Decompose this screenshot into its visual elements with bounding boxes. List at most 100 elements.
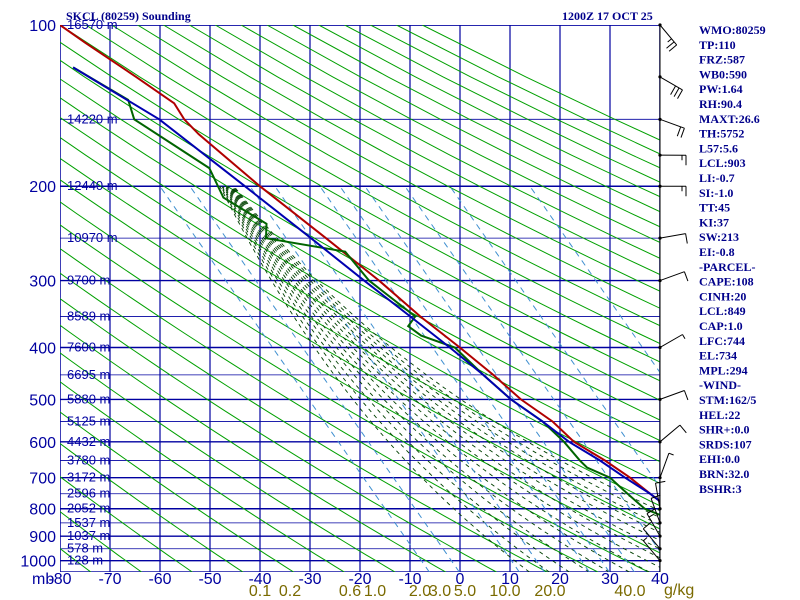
wind-barb-dot [658, 153, 662, 157]
mixing-ratio-line-10.0 [404, 185, 660, 553]
dry-adiabat-0 [60, 224, 649, 572]
index-item: LCL:849 [699, 304, 746, 318]
wind-barb-dot [658, 345, 662, 350]
series-dewpoint [72, 66, 660, 517]
index-item: WMO:80259 [699, 23, 766, 37]
wind-barb-flag [685, 233, 688, 244]
dry-adiabat--70 [60, 411, 294, 572]
height-label: 2596 m [67, 486, 110, 501]
height-label: 10970 m [67, 230, 118, 245]
mixing-ratio-label: 20.0 [534, 583, 565, 600]
moist-adiabat--20 [219, 185, 530, 572]
index-item: SI:-1.0 [699, 186, 733, 200]
wind-barb-flag [683, 390, 689, 401]
moist-adiabat-12 [227, 185, 660, 559]
dry-adiabat--40 [60, 324, 446, 572]
height-label: 2052 m [67, 501, 110, 516]
temperature-label: -30 [298, 571, 321, 588]
wind-barb-flag [650, 494, 661, 499]
height-label: 14220 m [67, 111, 118, 126]
index-item: HEL:22 [699, 408, 740, 422]
index-item: SHR+:0.0 [699, 423, 750, 437]
wind-barb-flag [679, 424, 687, 434]
wind-barb-shaft [659, 334, 683, 348]
mixing-ratio-line-0.2 [189, 185, 460, 572]
pressure-label: 1000 [20, 554, 56, 571]
mixing-ratio-line-2.0 [319, 185, 590, 572]
moist-adiabat-32 [232, 185, 660, 519]
height-label: 12440 m [67, 178, 118, 193]
index-item: LI:-0.7 [699, 171, 735, 185]
temperature-label: -50 [198, 571, 221, 588]
wind-barb-flag [670, 85, 677, 95]
dry-adiabats [60, 25, 660, 572]
temperature-label: -60 [148, 571, 171, 588]
index-item: SRDS:107 [699, 437, 752, 451]
pressure-label: 900 [29, 529, 56, 546]
height-label: 5880 m [67, 391, 110, 406]
mixing-ratio-line-0.6 [249, 185, 520, 572]
moist-adiabat--12 [221, 185, 570, 572]
chart-time: 1200Z 17 OCT 25 [562, 9, 653, 23]
index-item: MPL:294 [699, 363, 748, 377]
wind-barb-850 [650, 494, 662, 525]
wind-barb-shaft [659, 424, 681, 443]
dry-adiabat--90 [60, 476, 193, 572]
grid-lines [60, 25, 660, 572]
wind-barb-flag [666, 41, 675, 49]
index-item: CINH:20 [699, 289, 746, 303]
wind-barb-dot [658, 23, 662, 27]
wind-barb-dot [658, 397, 662, 402]
height-label: 3780 m [67, 452, 110, 467]
height-label: 1537 m [67, 515, 110, 530]
index-item: -WIND- [699, 378, 741, 392]
dry-adiabat-50 [60, 116, 660, 463]
wind-barb-250 [658, 233, 688, 244]
wind-barb-dot [658, 117, 662, 121]
index-item: CAPE:108 [699, 275, 754, 289]
wind-barb-dot [658, 476, 662, 480]
height-label: 16570 m [67, 17, 118, 32]
wind-barb-300 [658, 271, 689, 283]
indices-panel: WMO:80259TP:110FRZ:587WB0:590PW:1.64RH:9… [699, 23, 766, 496]
mixing-ratio-label: 1.0 [364, 583, 386, 600]
height-label: 578 m [67, 541, 103, 556]
moist-adiabat-0 [224, 185, 630, 572]
moist-adiabat-16 [228, 185, 660, 550]
pressure-label: 500 [29, 392, 56, 409]
dry-adiabat--80 [60, 442, 244, 572]
wind-barb-200 [658, 184, 687, 197]
wind-barb-150 [658, 117, 685, 138]
dry-adiabat-20 [60, 179, 660, 530]
wind-barb-flag [648, 514, 654, 518]
wind-barb-dot [658, 278, 662, 283]
mixing-ratio-label: 2.0 [409, 583, 431, 600]
index-item: EI:-0.8 [699, 245, 735, 259]
wind-barb-flag [676, 126, 682, 137]
pressure-label: 700 [29, 471, 56, 488]
dry-adiabat-110 [85, 25, 660, 345]
moist-adiabat-28 [231, 185, 660, 526]
index-item: SW:213 [699, 230, 739, 244]
mixing-ratio-lines [159, 185, 660, 572]
moist-adiabat--4 [223, 185, 610, 572]
index-item: PW:1.64 [699, 82, 743, 96]
temperature-label: -20 [348, 571, 371, 588]
dry-adiabat-10 [60, 201, 660, 554]
wind-barb-400 [658, 334, 686, 350]
pressure-unit-label: mb [32, 571, 54, 588]
index-item: L57:5.6 [699, 141, 738, 155]
index-item: EL:734 [699, 349, 737, 363]
wind-barb-500 [658, 390, 689, 402]
height-label: 1037 m [67, 528, 110, 543]
height-label: 128 m [67, 553, 103, 568]
wind-barb-shaft [642, 528, 661, 550]
height-label: 3172 m [67, 470, 110, 485]
dry-adiabat-160 [215, 25, 660, 259]
index-item: TT:45 [699, 201, 730, 215]
index-item: RH:90.4 [699, 97, 742, 111]
dry-adiabat--20 [60, 272, 548, 572]
wind-barb-shaft [650, 498, 661, 524]
wind-barb-950 [642, 522, 662, 551]
wind-barb-100 [658, 23, 678, 52]
